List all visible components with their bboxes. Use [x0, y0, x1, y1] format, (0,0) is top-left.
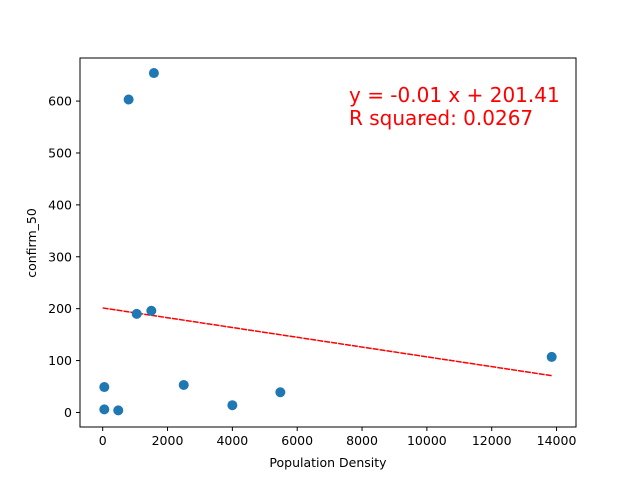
plot-area	[79, 57, 577, 428]
data-point-2	[113, 405, 124, 416]
data-point-0	[99, 382, 110, 393]
y-tick-label-1: 100	[48, 353, 72, 368]
y-axis-label: confirm_50	[24, 208, 39, 278]
y-tick-label-5: 500	[48, 145, 72, 160]
data-point-1	[99, 404, 110, 415]
x-tick-label-2: 4000	[216, 433, 248, 448]
x-axis-label: Population Density	[269, 455, 387, 470]
data-point-6	[148, 68, 159, 79]
data-point-7	[178, 379, 189, 390]
data-points	[99, 68, 557, 416]
y-axis: 0 100 200 300 400 500 600	[48, 94, 80, 420]
data-point-9	[275, 387, 286, 398]
y-tick-label-3: 300	[48, 249, 72, 264]
x-tick-label-4: 8000	[346, 433, 378, 448]
r-squared-label: R squared: 0.0267	[349, 106, 533, 130]
data-point-5	[146, 305, 157, 316]
x-axis: 0 2000 4000 6000 8000 10000 12000 14000	[99, 427, 577, 448]
y-tick-label-4: 400	[48, 197, 72, 212]
x-tick-label-1: 2000	[152, 433, 184, 448]
x-tick-label-0: 0	[99, 433, 107, 448]
y-tick-label-6: 600	[48, 94, 72, 109]
x-tick-label-7: 14000	[537, 433, 577, 448]
x-tick-label-6: 12000	[472, 433, 512, 448]
x-tick-label-5: 10000	[407, 433, 447, 448]
regression-equation: y = -0.01 x + 201.41	[349, 83, 560, 107]
y-tick-label-2: 200	[48, 301, 72, 316]
data-point-8	[227, 400, 238, 411]
x-tick-label-3: 6000	[281, 433, 313, 448]
data-point-4	[131, 308, 142, 319]
trendline	[102, 307, 552, 377]
y-tick-label-0: 0	[64, 405, 72, 420]
data-point-10	[546, 351, 557, 362]
data-point-3	[123, 94, 134, 105]
